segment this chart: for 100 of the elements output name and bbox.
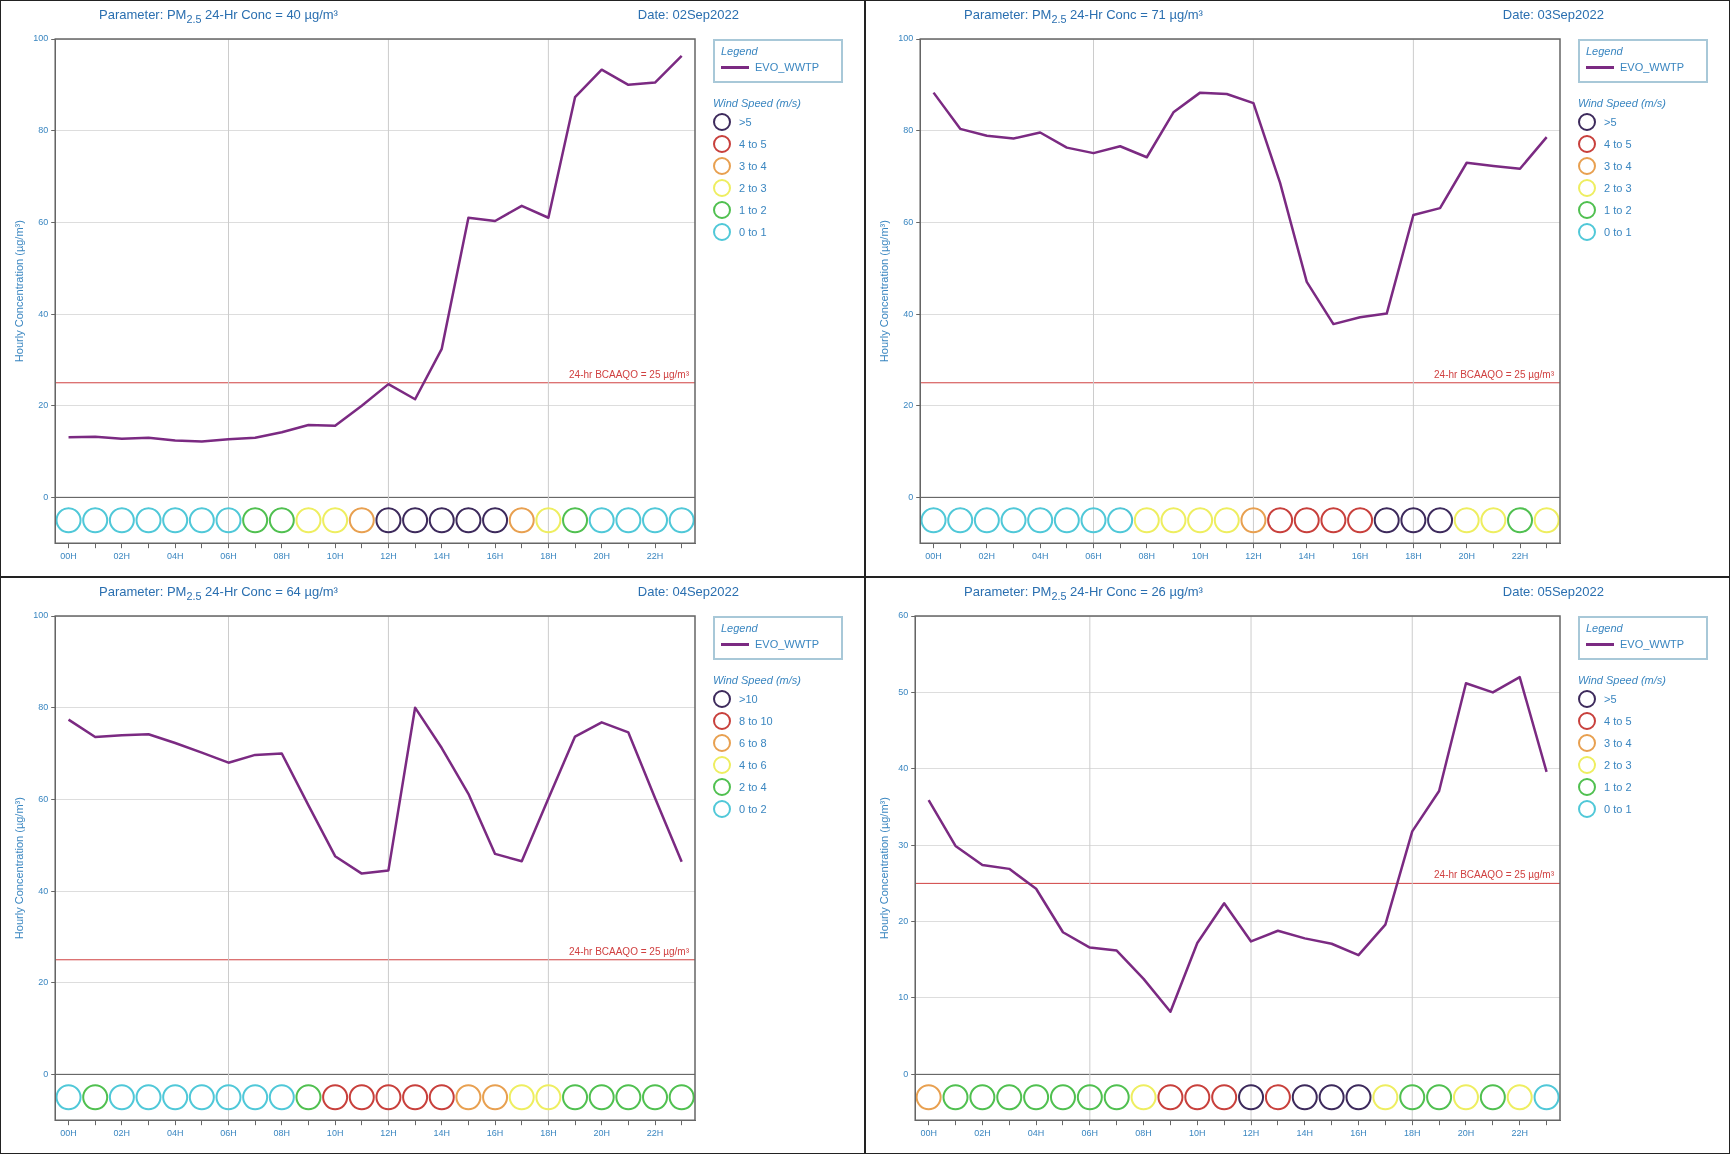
- legend-label: 3 to 4: [1604, 160, 1632, 172]
- x-tick-label: 22H: [1511, 1128, 1528, 1139]
- x-tick-label: 04H: [1027, 1128, 1045, 1139]
- x-tick-label: 10H: [1189, 1128, 1206, 1139]
- x-tick-label: 20H: [593, 551, 610, 562]
- x-tick-label: 14H: [1298, 551, 1316, 562]
- y-tick-label: 100: [33, 33, 49, 44]
- x-tick-label: 00H: [920, 1128, 937, 1139]
- ref-line-label: 24-hr BCAAQO = 25 µg/m³: [569, 945, 690, 957]
- ref-line-label: 24-hr BCAAQO = 25 µg/m³: [1434, 368, 1555, 380]
- x-tick-label: 12H: [1242, 1128, 1260, 1139]
- legend-title: Legend: [721, 622, 759, 634]
- x-tick-label: 04H: [166, 1128, 184, 1139]
- x-tick-label: 00H: [925, 551, 942, 562]
- legend-label: 0 to 2: [739, 803, 767, 815]
- y-tick-label: 100: [898, 33, 914, 44]
- y-tick-label: 20: [898, 916, 909, 927]
- chart-title: Parameter: PM$_{2.5}$ 24-Hr Conc = 40 µg/m³: [99, 7, 338, 25]
- y-tick-label: 60: [898, 610, 909, 621]
- x-tick-label: 04H: [166, 551, 184, 562]
- x-tick-label: 00H: [60, 551, 77, 562]
- legend-label: 0 to 1: [1604, 226, 1632, 238]
- x-tick-label: 00H: [60, 1128, 77, 1139]
- x-tick-label: 20H: [593, 1128, 610, 1139]
- x-tick-label: 12H: [1245, 551, 1262, 562]
- legend-label: EVO_WWTP: [755, 61, 820, 73]
- legend-title: Legend: [721, 45, 759, 57]
- x-tick-label: 10H: [1191, 551, 1209, 562]
- y-tick-label: 20: [903, 400, 914, 411]
- legend-title: Legend: [1586, 622, 1624, 634]
- x-tick-label: 16H: [1350, 1128, 1367, 1139]
- x-tick-label: 22H: [646, 551, 664, 562]
- y-tick-label: 40: [38, 308, 49, 319]
- x-tick-label: 12H: [380, 551, 397, 562]
- legend-label: 8 to 10: [739, 715, 773, 727]
- legend-label: 0 to 1: [739, 226, 767, 238]
- x-tick-label: 08H: [1135, 1128, 1152, 1139]
- x-tick-label: 10H: [326, 1128, 344, 1139]
- y-tick-label: 20: [38, 400, 49, 411]
- y-tick-label: 80: [38, 702, 49, 713]
- legend-label: 1 to 2: [739, 204, 767, 216]
- legend-title: Legend: [1586, 45, 1624, 57]
- chart-subtitle: Date: 02Sep2022: [637, 7, 739, 24]
- chart-title: Parameter: PM$_{2.5}$ 24-Hr Conc = 71 µg/m³: [964, 7, 1203, 25]
- y-tick-label: 40: [38, 885, 49, 896]
- text: Wind Speed (m/s): [1578, 97, 1667, 109]
- y-tick-label: 30: [898, 839, 909, 850]
- x-tick-label: 08H: [1138, 551, 1156, 562]
- x-tick-label: 16H: [486, 1128, 504, 1139]
- x-tick-label: 10H: [326, 551, 344, 562]
- y-tick-label: 20: [38, 977, 49, 988]
- legend-label: EVO_WWTP: [1620, 61, 1685, 73]
- x-tick-label: 22H: [646, 1128, 664, 1139]
- y-tick-label: 50: [898, 686, 909, 697]
- legend-label: 0 to 1: [1604, 803, 1632, 815]
- legend-label: >5: [1604, 693, 1617, 705]
- x-tick-label: 20H: [1457, 1128, 1475, 1139]
- y-tick-label: 40: [898, 763, 909, 774]
- x-tick-label: 02H: [974, 1128, 991, 1139]
- text: Wind Speed (m/s): [713, 674, 802, 686]
- x-tick-label: 02H: [978, 551, 996, 562]
- chart-title: Parameter: PM$_{2.5}$ 24-Hr Conc = 26 µg/m³: [964, 584, 1203, 602]
- y-axis-title: Hourly Concentration (µg/m³): [877, 220, 890, 363]
- legend-label: EVO_WWTP: [1620, 638, 1685, 650]
- x-tick-label: 12H: [380, 1128, 397, 1139]
- x-tick-label: 02H: [113, 1128, 131, 1139]
- text: Wind Speed (m/s): [1578, 674, 1667, 686]
- x-tick-label: 06H: [1081, 1128, 1099, 1139]
- y-tick-label: 80: [38, 125, 49, 136]
- text: Wind Speed (m/s): [713, 97, 802, 109]
- x-tick-label: 18H: [1405, 551, 1422, 562]
- y-axis-title: Hourly Concentration (µg/m³): [12, 797, 25, 940]
- x-tick-label: 08H: [273, 551, 291, 562]
- x-tick-label: 18H: [1403, 1128, 1421, 1139]
- legend-label: 4 to 5: [1604, 138, 1632, 150]
- y-tick-label: 10: [898, 992, 909, 1003]
- legend-label: 1 to 2: [1604, 204, 1632, 216]
- y-tick-label: 60: [38, 793, 49, 804]
- legend-label: 2 to 4: [739, 781, 767, 793]
- legend-label: 6 to 8: [739, 737, 767, 749]
- legend-label: 1 to 2: [1604, 781, 1632, 793]
- x-tick-label: 04H: [1031, 551, 1049, 562]
- x-tick-label: 06H: [1085, 551, 1102, 562]
- x-tick-label: 22H: [1511, 551, 1529, 562]
- x-tick-label: 16H: [486, 551, 504, 562]
- y-tick-label: 80: [903, 125, 914, 136]
- legend-label: 2 to 3: [739, 182, 767, 194]
- chart-title: Parameter: PM$_{2.5}$ 24-Hr Conc = 64 µg/m³: [99, 584, 338, 602]
- x-tick-label: 02H: [113, 551, 131, 562]
- y-axis-title: Hourly Concentration (µg/m³): [12, 220, 25, 363]
- legend-label: 2 to 3: [1604, 759, 1632, 771]
- x-tick-label: 18H: [540, 1128, 557, 1139]
- x-tick-label: 08H: [273, 1128, 291, 1139]
- legend-label: >5: [1604, 116, 1617, 128]
- x-tick-label: 14H: [433, 551, 451, 562]
- x-tick-label: 14H: [1296, 1128, 1314, 1139]
- ref-line-label: 24-hr BCAAQO = 25 µg/m³: [1434, 869, 1555, 881]
- y-tick-label: 100: [33, 610, 49, 621]
- x-tick-label: 06H: [220, 551, 237, 562]
- legend-label: 4 to 6: [739, 759, 767, 771]
